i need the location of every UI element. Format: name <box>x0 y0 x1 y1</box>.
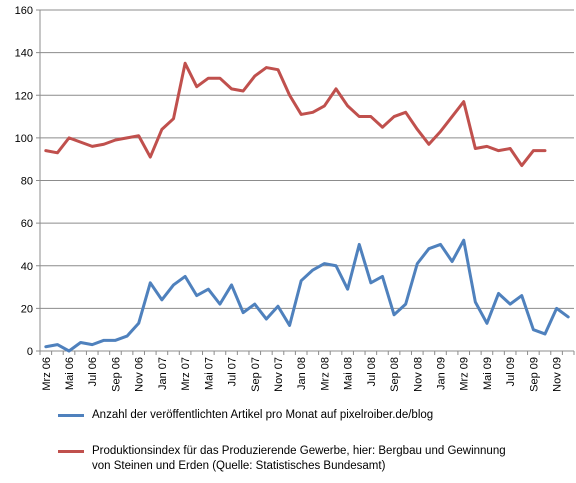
legend-item-series-2: Produktionsindex für das Produzierende G… <box>58 444 506 474</box>
x-tick-label: Nov 06 <box>134 357 146 392</box>
series-group <box>44 61 570 353</box>
x-tick-label: Jul 06 <box>87 357 99 386</box>
y-tick-label: 160 <box>15 5 33 17</box>
x-tick-label: Nov 07 <box>273 357 285 392</box>
x-tick-label: Sep 09 <box>528 357 540 392</box>
x-axis: Mrz 06 Mai 06 Jul 06 Sep 06 Nov 06 Jan 07 Mrz … <box>39 350 575 392</box>
x-tick-label: Mrz 07 <box>180 357 192 391</box>
x-tick-label: Jan 09 <box>436 357 448 390</box>
x-tick-label: Nov 08 <box>412 357 424 392</box>
x-tick-label: Mrz 09 <box>459 357 471 391</box>
x-tick-label: Jul 08 <box>366 357 378 386</box>
x-tick-label: Mai 07 <box>203 357 215 390</box>
legend-label-series-2: Produktionsindex für das Produzierende G… <box>92 445 506 472</box>
series-line-2 <box>44 61 547 168</box>
x-tick-label: Sep 07 <box>250 357 262 392</box>
x-tick-label: Jul 07 <box>227 357 239 386</box>
x-tick-label: Mrz 08 <box>319 357 331 391</box>
x-tick-label: Nov 09 <box>552 357 564 392</box>
y-tick-label: 100 <box>15 133 33 145</box>
legend-swatch-series-2 <box>58 450 84 453</box>
x-tick-label: Jan 07 <box>157 357 169 390</box>
x-tick-label: Sep 06 <box>110 357 122 392</box>
x-tick-label: Mai 06 <box>64 357 76 390</box>
x-tick-label: Sep 08 <box>389 357 401 392</box>
x-tick-label: Mai 08 <box>343 357 355 390</box>
series-line-1 <box>44 238 570 353</box>
y-tick-label: 140 <box>15 48 33 60</box>
x-tick-label: Mai 09 <box>482 357 494 390</box>
y-tick-label: 80 <box>21 176 33 188</box>
legend-label-series-1: Anzahl der veröffentlichten Artikel pro … <box>92 409 434 421</box>
x-tick-label: Jul 09 <box>505 357 517 386</box>
y-tick-label: 60 <box>21 218 33 230</box>
x-tick-label: Mrz 06 <box>41 357 53 391</box>
legend-swatch-series-1 <box>58 414 84 417</box>
y-tick-label: 0 <box>27 346 33 358</box>
y-axis: 0 20 40 60 80 100 120 140 160 <box>15 5 41 358</box>
legend-item-series-1: Anzahl der veröffentlichten Artikel pro … <box>58 408 433 423</box>
y-tick-label: 20 <box>21 303 33 315</box>
grid <box>40 9 574 309</box>
y-tick-label: 40 <box>21 261 33 273</box>
x-tick-label: Jan 08 <box>296 357 308 390</box>
y-tick-label: 120 <box>15 90 33 102</box>
